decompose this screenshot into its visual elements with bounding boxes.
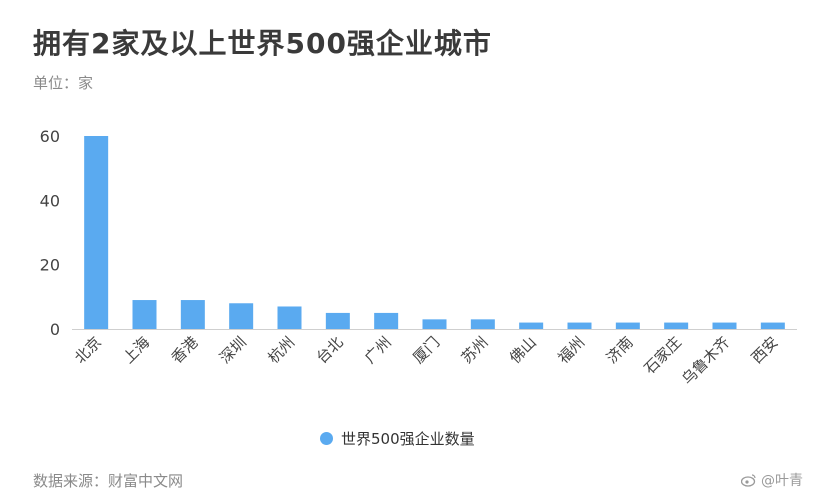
legend: 世界500强企业数量	[320, 428, 475, 449]
y-tick-label: 40	[40, 191, 60, 210]
bar	[180, 300, 205, 329]
data-source: 数据来源：财富中文网	[33, 472, 184, 490]
weibo-icon	[741, 474, 756, 487]
x-tick-label: 西安	[748, 333, 782, 367]
watermark-text: @叶青	[761, 473, 803, 489]
bar	[325, 312, 350, 329]
bar	[84, 136, 109, 329]
x-tick-label: 佛山	[506, 333, 540, 367]
x-tick-label: 苏州	[458, 333, 492, 367]
x-tick-label: 深圳	[216, 333, 250, 367]
y-tick-label: 60	[40, 127, 60, 146]
bar	[664, 322, 689, 329]
unit-label: 单位：家	[33, 74, 94, 92]
y-tick-label: 0	[50, 320, 60, 339]
x-tick-label: 台北	[313, 333, 347, 367]
x-tick-label: 上海	[119, 333, 153, 367]
x-tick-label: 广州	[361, 333, 395, 367]
x-tick-label: 石家庄	[640, 333, 685, 378]
bar	[615, 322, 640, 329]
y-tick-label: 20	[40, 256, 60, 275]
x-tick-label: 杭州	[264, 333, 298, 367]
x-tick-label: 福州	[554, 333, 588, 367]
bar	[567, 322, 592, 329]
legend-swatch	[320, 432, 333, 445]
x-tick-label: 北京	[71, 333, 105, 367]
bar	[760, 322, 785, 329]
x-tick-label: 济南	[603, 333, 637, 367]
bar	[712, 322, 737, 329]
bar	[229, 303, 254, 329]
bar	[519, 322, 544, 329]
bar	[470, 319, 495, 329]
bar	[132, 300, 157, 329]
bar	[374, 312, 399, 329]
x-tick-label: 厦门	[409, 333, 443, 367]
x-tick-label: 乌鲁木齐	[678, 333, 733, 388]
bar	[277, 306, 302, 329]
legend-label: 世界500强企业数量	[341, 430, 475, 448]
watermark: @叶青	[741, 470, 803, 490]
bar	[422, 319, 447, 329]
x-tick-label: 香港	[168, 333, 202, 367]
chart-title: 拥有2家及以上世界500强企业城市	[33, 27, 492, 60]
